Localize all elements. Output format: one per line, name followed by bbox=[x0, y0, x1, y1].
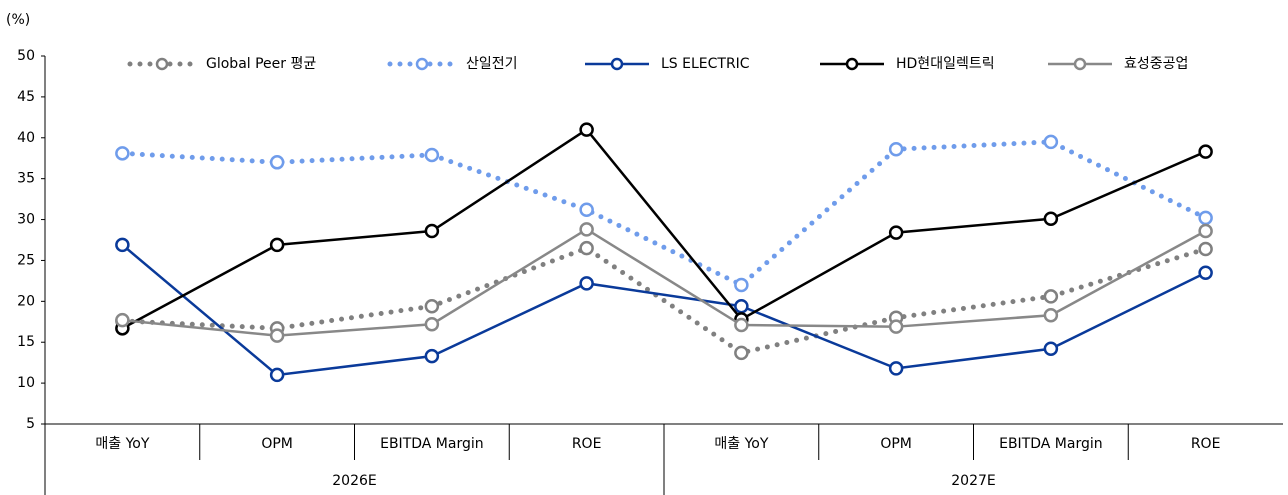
series-line bbox=[121, 127, 1207, 330]
x-tick-label: ROE bbox=[1191, 436, 1221, 452]
legend-label: Global Peer 평균 bbox=[206, 56, 316, 72]
legend-marker bbox=[155, 57, 169, 71]
legend-marker bbox=[1073, 57, 1087, 71]
legend-label: HD현대일렉트릭 bbox=[896, 56, 995, 72]
x-tick-label: ROE bbox=[572, 436, 602, 452]
x-tick-label: 매출 YoY bbox=[714, 436, 768, 452]
data-point bbox=[734, 317, 749, 333]
y-tick-label: 10 bbox=[17, 375, 35, 391]
data-point bbox=[888, 361, 904, 376]
data-point bbox=[888, 319, 904, 334]
data-point bbox=[1043, 289, 1059, 304]
data-point bbox=[424, 348, 440, 364]
data-point bbox=[579, 202, 594, 217]
legend-marker bbox=[845, 57, 859, 71]
data-point bbox=[424, 316, 440, 332]
y-tick-label: 30 bbox=[17, 212, 35, 228]
data-point bbox=[1043, 211, 1059, 226]
x-tick-label: EBITDA Margin bbox=[999, 436, 1103, 452]
data-point bbox=[269, 367, 285, 383]
x-tick-label: 매출 YoY bbox=[95, 436, 149, 452]
data-point bbox=[424, 223, 440, 239]
data-point bbox=[269, 328, 285, 343]
data-point bbox=[269, 237, 285, 253]
series-line bbox=[119, 245, 1209, 356]
data-point bbox=[1043, 307, 1059, 323]
y-tick-label: 25 bbox=[17, 252, 35, 268]
data-point bbox=[269, 155, 285, 170]
x-tick-label: OPM bbox=[880, 436, 912, 452]
y-tick-label: 40 bbox=[17, 130, 35, 146]
x-tick-label: EBITDA Margin bbox=[380, 436, 484, 452]
legend-label: LS ELECTRIC bbox=[661, 56, 750, 72]
x-tick-label: OPM bbox=[261, 436, 293, 452]
y-tick-label: 35 bbox=[17, 171, 35, 187]
legend-label: 효성중공업 bbox=[1124, 56, 1188, 72]
data-point bbox=[115, 237, 130, 253]
y-tick-label: 45 bbox=[17, 89, 35, 105]
y-tick-label: 20 bbox=[17, 293, 35, 309]
group-label: 2027E bbox=[951, 473, 995, 489]
data-point bbox=[115, 312, 130, 328]
data-point bbox=[579, 122, 594, 137]
y-tick-label: 5 bbox=[26, 416, 35, 432]
legend-label: 산일전기 bbox=[466, 56, 518, 72]
series-line bbox=[119, 139, 1209, 288]
legend-marker bbox=[415, 57, 429, 71]
data-point bbox=[1198, 210, 1213, 226]
data-point bbox=[579, 276, 594, 291]
data-point bbox=[115, 146, 130, 161]
data-point bbox=[1198, 241, 1213, 257]
y-unit: (%) bbox=[6, 12, 30, 28]
data-point bbox=[1043, 341, 1059, 357]
data-point bbox=[424, 298, 440, 314]
data-point bbox=[734, 345, 749, 361]
data-point bbox=[579, 240, 594, 256]
data-point bbox=[734, 277, 749, 293]
y-tick-label: 50 bbox=[17, 48, 35, 64]
data-point bbox=[1198, 144, 1213, 159]
data-point bbox=[424, 147, 440, 163]
data-point bbox=[888, 225, 904, 240]
series-line bbox=[122, 227, 1207, 337]
legend-marker bbox=[610, 57, 624, 71]
group-label: 2026E bbox=[332, 473, 376, 489]
data-point bbox=[734, 298, 749, 314]
data-point bbox=[888, 141, 904, 157]
data-point bbox=[579, 222, 594, 237]
data-point bbox=[1043, 134, 1059, 150]
y-tick-label: 15 bbox=[17, 334, 35, 350]
data-point bbox=[1198, 223, 1213, 239]
data-point bbox=[1198, 265, 1213, 280]
series-line bbox=[121, 243, 1207, 377]
